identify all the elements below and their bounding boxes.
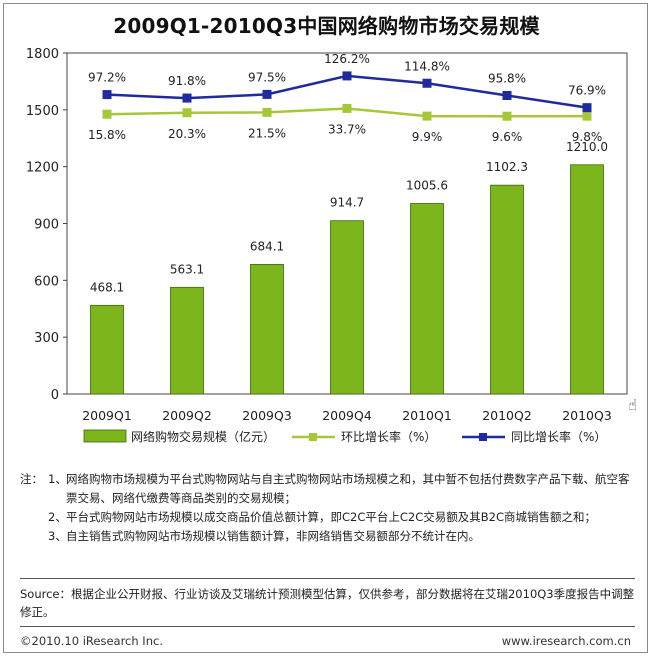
qoq-marker [182,108,192,118]
website-link[interactable]: www.iresearch.com.cn [501,634,631,648]
y-tick-label: 300 [34,331,59,346]
x-tick-label: 2009Q3 [242,408,292,423]
bar [250,264,284,395]
qoq-marker [102,109,112,119]
bar-value-label: 1005.6 [406,178,448,192]
rate-label: 126.2% [324,52,370,66]
rate-label: 76.9% [568,84,606,98]
x-tick-label: 2009Q2 [162,408,212,423]
qoq-marker [262,107,272,117]
x-tick-label: 2009Q4 [322,408,372,423]
yoy-marker [502,90,512,100]
y-tick-label: 600 [34,274,59,289]
rate-label: 21.5% [248,126,286,140]
legend-yoy-label: 同比增长率（%） [511,429,606,444]
y-tick-label: 0 [51,388,59,403]
x-tick-label: 2009Q1 [82,408,132,423]
bar-value-label: 684.1 [250,239,284,253]
qoq-marker [502,111,512,121]
legend-bar-swatch [83,429,127,443]
rate-label: 9.9% [412,130,443,144]
chart-title: 2009Q1-2010Q3中国网络购物市场交易规模 [113,14,540,38]
bar [490,184,524,395]
rate-label: 15.8% [88,128,126,142]
bar-value-label: 1210.0 [566,140,608,154]
bar-value-label: 1102.3 [486,160,528,174]
legend-yoy-marker [479,433,487,441]
bar-value-label: 914.7 [330,196,364,210]
bar [570,164,604,395]
note-number: 2、 [48,510,67,524]
bar [410,203,444,395]
yoy-marker [342,71,352,81]
note-number: 3、 [48,529,67,543]
legend-bar-label: 网络购物交易规模（亿元） [131,429,275,444]
qoq-marker [342,103,352,113]
rate-label: 20.3% [168,127,206,141]
bar-value-label: 468.1 [90,280,124,294]
qoq-marker [582,111,592,121]
legend-qoq-marker [309,433,317,441]
bar-value-label: 563.1 [170,262,204,276]
x-tick-label: 2010Q3 [562,408,612,423]
note-number: 1、 [48,472,67,486]
legend-qoq-label: 环比增长率（%） [341,429,436,444]
rate-label: 91.8% [168,74,206,88]
rate-label: 9.8% [572,130,603,144]
qoq-marker [422,111,432,121]
source-note: Source：根据企业公开财报、行业访谈及艾瑞统计预测模型估算，仅供参考，部分数… [20,587,635,619]
hand-pointer-icon: ☝ [628,396,638,414]
notes-block: 注： 1、 网络购物市场规模为平台式购物网站与自主式购物网站市场规模之和，其中暂… [20,470,635,546]
yoy-marker [422,78,432,88]
x-tick-label: 2010Q1 [402,408,452,423]
y-tick-label: 1800 [26,47,59,62]
yoy-marker [182,93,192,103]
divider [20,626,635,627]
yoy-marker [582,103,592,113]
chart-area: 0 300 600 900 1200 1500 1800 468.1 563.1 684.1 914… [26,47,628,444]
copyright-text: ©2010.10 iResearch Inc. [20,634,163,648]
divider [20,578,635,579]
y-tick-label: 900 [34,218,59,233]
rate-label: 114.8% [404,59,450,73]
bar [170,286,204,395]
bar [330,220,364,395]
rate-label: 97.5% [248,70,286,84]
yoy-marker [262,89,272,99]
note-text: 平台式购物网站市场规模以成交商品价值总额计算，即C2C平台上C2C交易额及其B2… [66,510,596,524]
y-tick-label: 1200 [26,161,59,176]
rate-label: 97.2% [88,71,126,85]
note-text: 网络购物市场规模为平台式购物网站与自主式购物网站市场规模之和，其中暂不包括付费数… [66,472,630,505]
note-row: 注： 1、 网络购物市场规模为平台式购物网站与自主式购物网站市场规模之和，其中暂… [20,470,635,508]
bar [90,304,124,395]
note-row: 3、 自主销售式购物网站市场规模以销售额计算，非网络销售交易额部分不统计在内。 [20,527,635,546]
y-tick-label: 1500 [26,104,59,119]
yoy-marker [102,90,112,100]
note-row: 2、 平台式购物网站市场规模以成交商品价值总额计算，即C2C平台上C2C交易额及… [20,508,635,527]
notes-lead: 注： [20,472,43,486]
note-text: 自主销售式购物网站市场规模以销售额计算，非网络销售交易额部分不统计在内。 [66,529,480,543]
rate-label: 33.7% [328,122,366,136]
rate-label: 9.6% [492,130,523,144]
rate-label: 95.8% [488,71,526,85]
x-tick-label: 2010Q2 [482,408,532,423]
